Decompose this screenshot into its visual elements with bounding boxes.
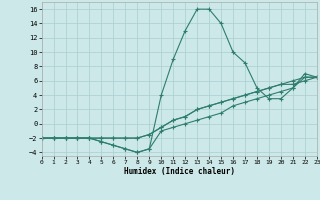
X-axis label: Humidex (Indice chaleur): Humidex (Indice chaleur): [124, 167, 235, 176]
